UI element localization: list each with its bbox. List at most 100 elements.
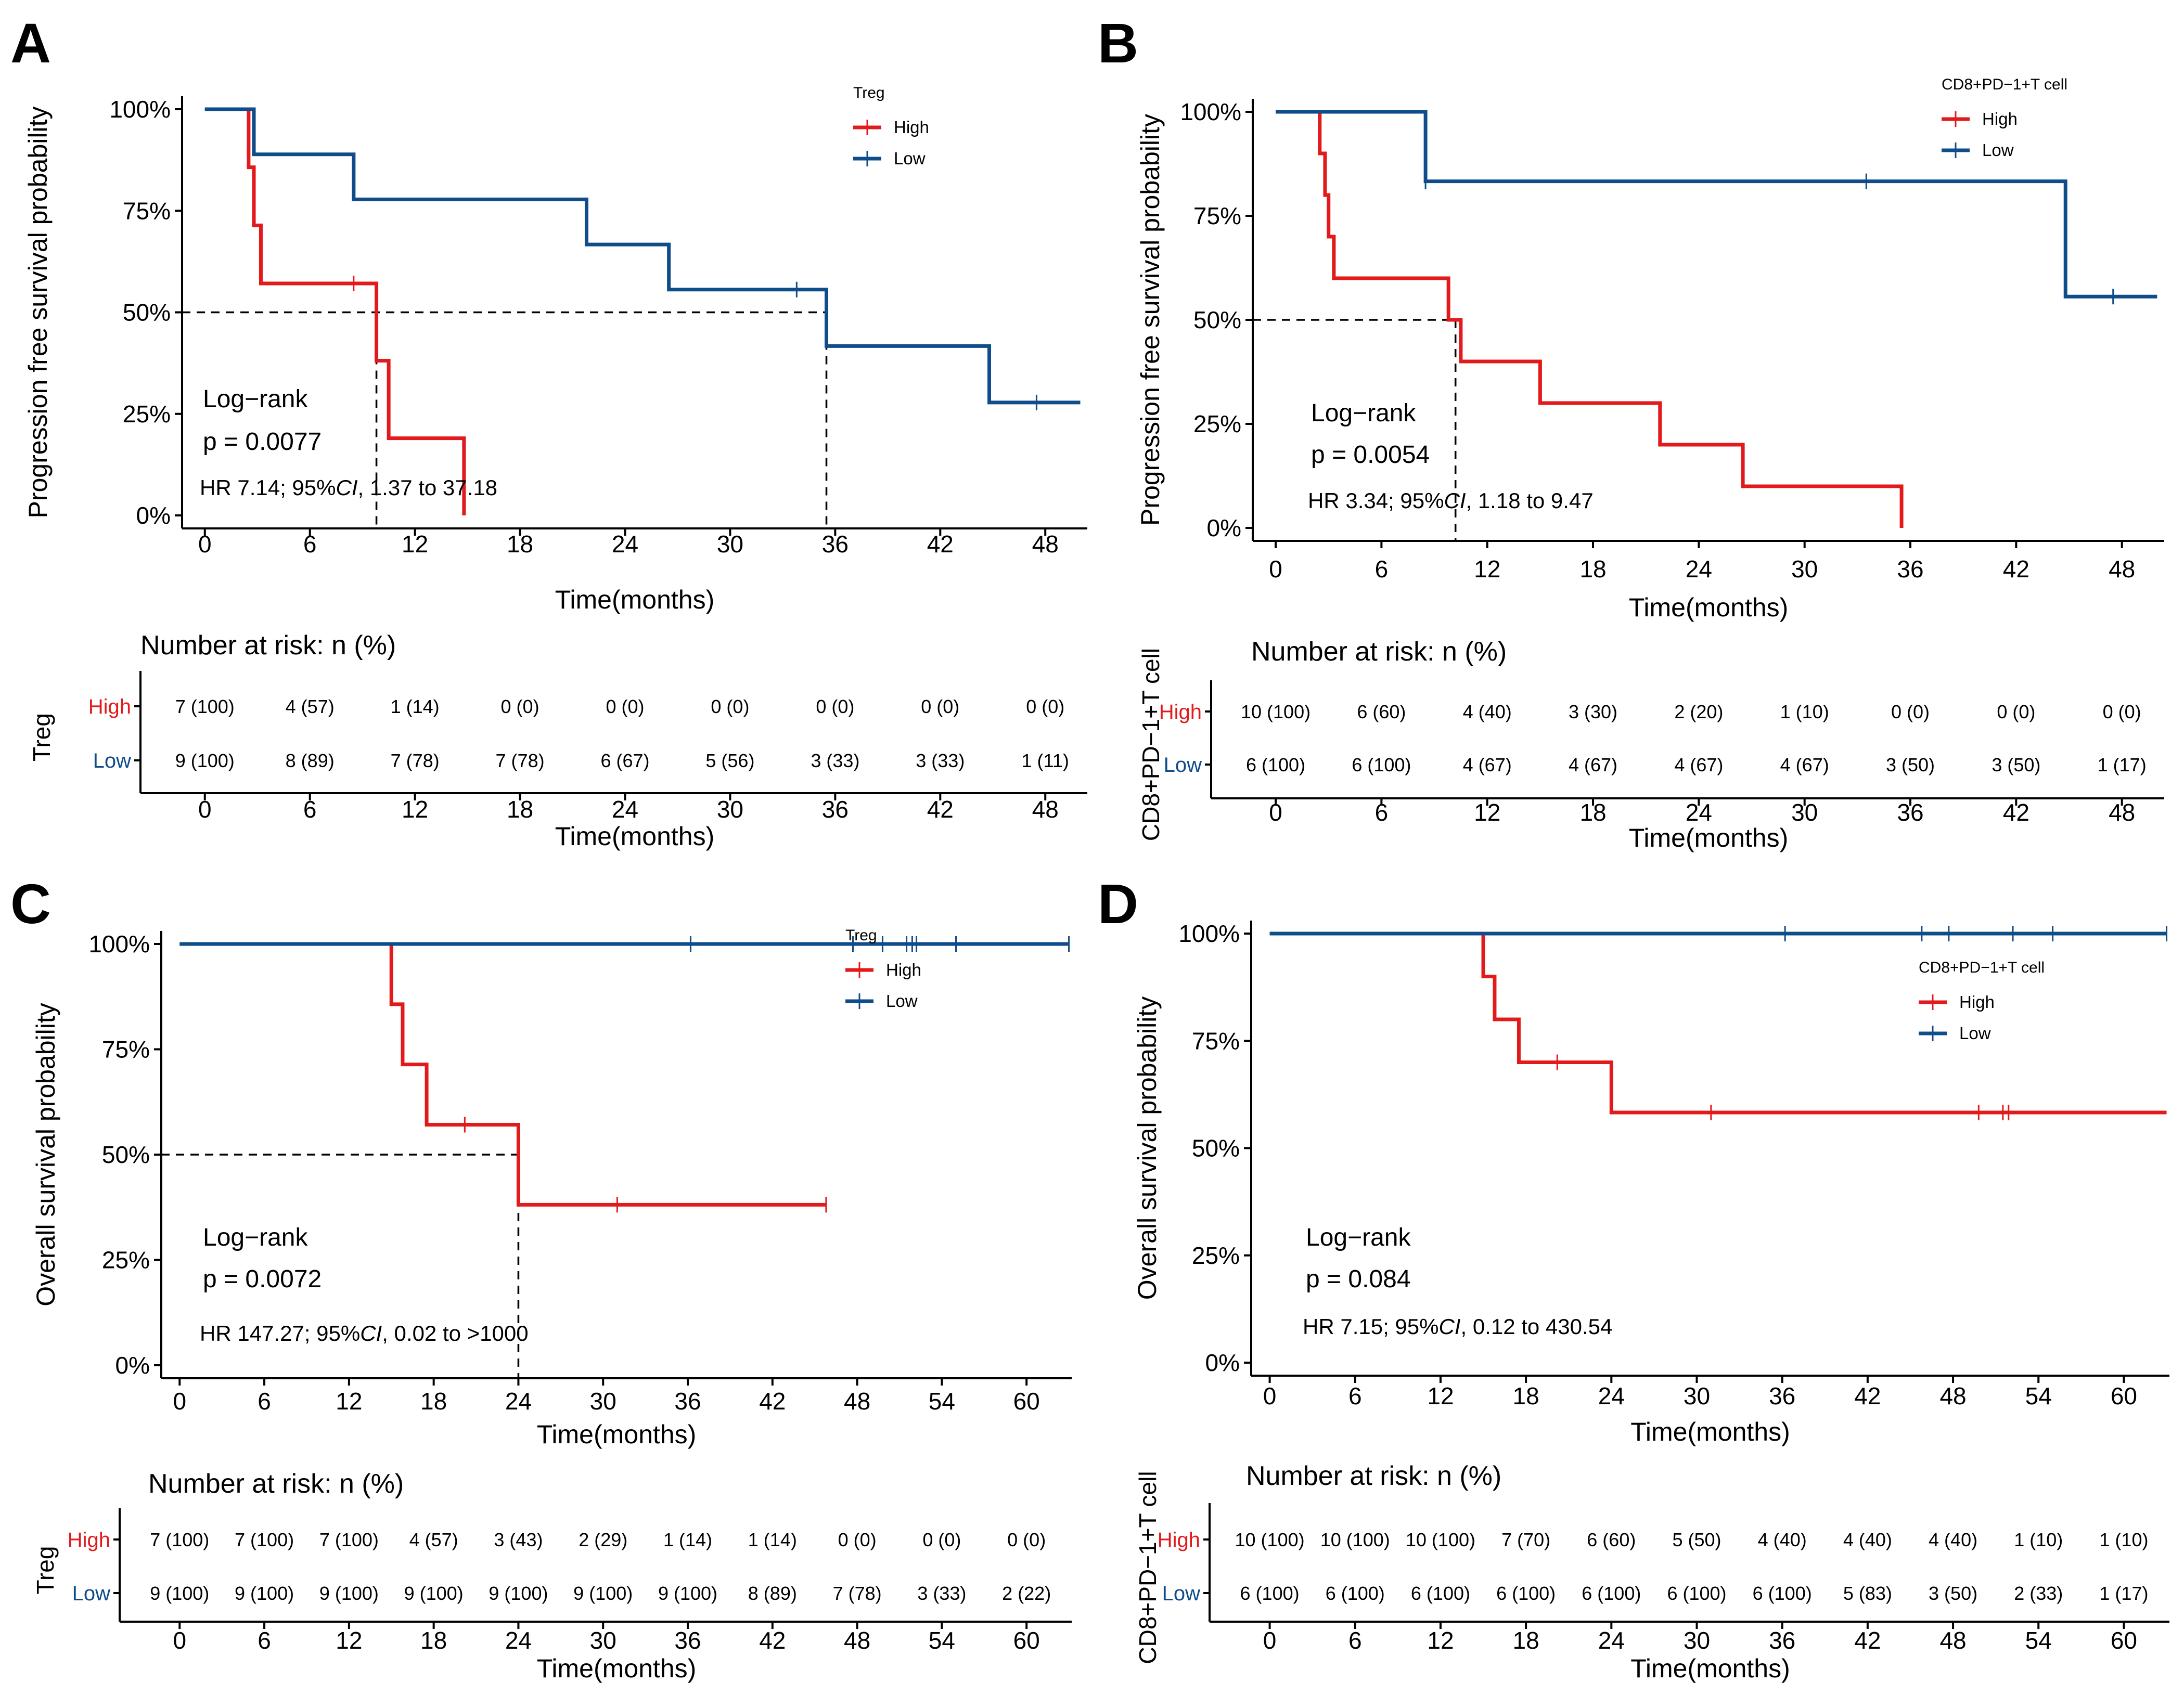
legend-label: Low: [1982, 140, 2014, 160]
risk-cell-high: 0 (0): [501, 696, 539, 717]
risk-cell-low: 1 (17): [2098, 754, 2147, 775]
risk-x-axis-title: Time(months): [1630, 1654, 1790, 1683]
risk-cell-high: 1 (10): [2014, 1529, 2063, 1550]
legend-label: High: [886, 960, 921, 979]
logrank-label: Log−rank: [1306, 1224, 1411, 1251]
x-tick-label: 42: [759, 1388, 786, 1415]
x-tick-label: 48: [1939, 1382, 1966, 1409]
risk-cell-low: 3 (33): [916, 750, 965, 771]
x-tick-label: 6: [258, 1388, 271, 1415]
y-tick-label: 100%: [1178, 920, 1240, 947]
x-tick-label: 48: [2109, 555, 2135, 583]
risk-x-tick-label: 0: [198, 796, 212, 823]
y-tick-label: 50%: [1192, 1135, 1240, 1162]
y-tick-label: 0%: [136, 502, 171, 529]
x-axis-title: Time(months): [1629, 593, 1789, 622]
x-tick-label: 6: [1348, 1382, 1362, 1409]
risk-x-tick-label: 42: [927, 796, 954, 823]
hazard-ratio: HR 147.27; 95%CI, 0.02 to >1000: [200, 1321, 529, 1345]
risk-x-tick-label: 42: [759, 1627, 786, 1654]
x-tick-label: 12: [336, 1388, 362, 1415]
risk-cell-low: 9 (100): [175, 750, 235, 771]
risk-cell-low: 8 (89): [748, 1583, 797, 1604]
risk-cell-low: 3 (33): [811, 750, 859, 771]
risk-x-tick-label: 6: [1348, 1627, 1362, 1654]
legend-title: Treg: [845, 927, 877, 944]
x-tick-label: 42: [1854, 1382, 1881, 1409]
legend-item-high: High: [1942, 109, 2018, 128]
x-tick-label: 6: [303, 531, 317, 558]
risk-x-tick-label: 54: [2025, 1627, 2052, 1654]
risk-x-tick-label: 48: [1939, 1627, 1966, 1654]
risk-cell-low: 6 (100): [1753, 1583, 1812, 1604]
risk-cell-high: 7 (100): [175, 696, 235, 717]
x-tick-label: 12: [1427, 1382, 1454, 1409]
risk-cell-high: 4 (40): [1843, 1529, 1892, 1550]
risk-cell-high: 1 (14): [663, 1529, 712, 1550]
risk-x-tick-label: 18: [420, 1627, 447, 1654]
p-value: p = 0.0077: [203, 428, 322, 456]
legend-label: Low: [894, 149, 926, 168]
y-tick-label: 0%: [1205, 1349, 1240, 1376]
risk-cell-high: 7 (100): [319, 1529, 379, 1550]
risk-cell-high: 6 (60): [1587, 1529, 1636, 1550]
risk-cell-high: 3 (30): [1569, 701, 1617, 722]
y-tick-label: 75%: [1192, 1027, 1240, 1054]
risk-cell-low: 6 (100): [1240, 1583, 1300, 1604]
risk-cell-high: 1 (14): [391, 696, 440, 717]
risk-cell-high: 10 (100): [1241, 701, 1311, 722]
legend-item-high: High: [845, 960, 921, 979]
hazard-ratio: HR 7.15; 95%CI, 0.12 to 430.54: [1303, 1314, 1612, 1339]
legend-title: CD8+PD−1+T cell: [1942, 76, 2067, 93]
risk-x-tick-label: 42: [2003, 799, 2029, 826]
risk-x-tick-label: 48: [844, 1627, 870, 1654]
y-tick-label: 50%: [1193, 306, 1241, 333]
km-curve-low: [204, 107, 1081, 405]
y-tick-label: 100%: [109, 96, 171, 123]
risk-cell-high: 2 (29): [579, 1529, 627, 1550]
risk-cell-high: 0 (0): [1007, 1529, 1046, 1550]
y-axis-title: Overall survival probability: [31, 1003, 60, 1306]
km-curve-high: [1269, 931, 2167, 1115]
risk-cell-low: 8 (89): [286, 750, 335, 771]
x-tick-label: 30: [717, 531, 743, 558]
risk-cell-high: 0 (0): [1997, 701, 2035, 722]
x-tick-label: 12: [402, 531, 428, 558]
y-tick-label: 75%: [1193, 202, 1241, 229]
y-axis-title: Progression free survival probability: [23, 106, 53, 518]
legend-item-low: Low: [845, 991, 918, 1011]
risk-cell-high: 1 (10): [2099, 1529, 2148, 1550]
y-tick-label: 25%: [1193, 410, 1241, 437]
risk-cell-low: 7 (78): [496, 750, 545, 771]
risk-x-tick-label: 48: [2109, 799, 2135, 826]
risk-table: Number at risk: n (%) High Low Treg 7 (100) 9…: [28, 630, 1087, 851]
risk-table-title: Number at risk: n (%): [1251, 637, 1507, 667]
risk-x-tick-label: 48: [1032, 796, 1059, 823]
risk-cell-high: 0 (0): [816, 696, 854, 717]
risk-cell-high: 4 (40): [1463, 701, 1512, 722]
x-tick-label: 30: [1791, 555, 1818, 583]
x-tick-label: 30: [1684, 1382, 1710, 1409]
risk-cell-high: 4 (57): [409, 1529, 458, 1550]
risk-cell-low: 9 (100): [404, 1583, 464, 1604]
y-axis-title: Progression free survival probability: [1136, 114, 1165, 526]
risk-group-label-low: Low: [93, 749, 131, 772]
risk-cell-low: 9 (100): [489, 1583, 548, 1604]
risk-table-ylabel: Treg: [32, 1546, 59, 1595]
risk-x-tick-label: 6: [303, 796, 317, 823]
risk-x-tick-label: 36: [1769, 1627, 1795, 1654]
x-tick-label: 0: [173, 1388, 186, 1415]
panel-label: A: [10, 11, 51, 74]
y-tick-label: 100%: [1180, 98, 1241, 125]
risk-cell-high: 0 (0): [1026, 696, 1064, 717]
risk-table-ylabel: CD8+PD−1+T cell: [1137, 648, 1164, 841]
risk-table-title: Number at risk: n (%): [148, 1469, 404, 1499]
x-tick-label: 48: [1032, 531, 1059, 558]
risk-cell-low: 3 (33): [917, 1583, 966, 1604]
y-tick-label: 0%: [1207, 514, 1241, 541]
risk-x-axis-title: Time(months): [555, 822, 715, 851]
legend-item-low: Low: [853, 149, 926, 168]
hazard-ratio: HR 7.14; 95%CI, 1.37 to 37.18: [200, 475, 497, 500]
risk-cell-low: 2 (22): [1002, 1583, 1051, 1604]
